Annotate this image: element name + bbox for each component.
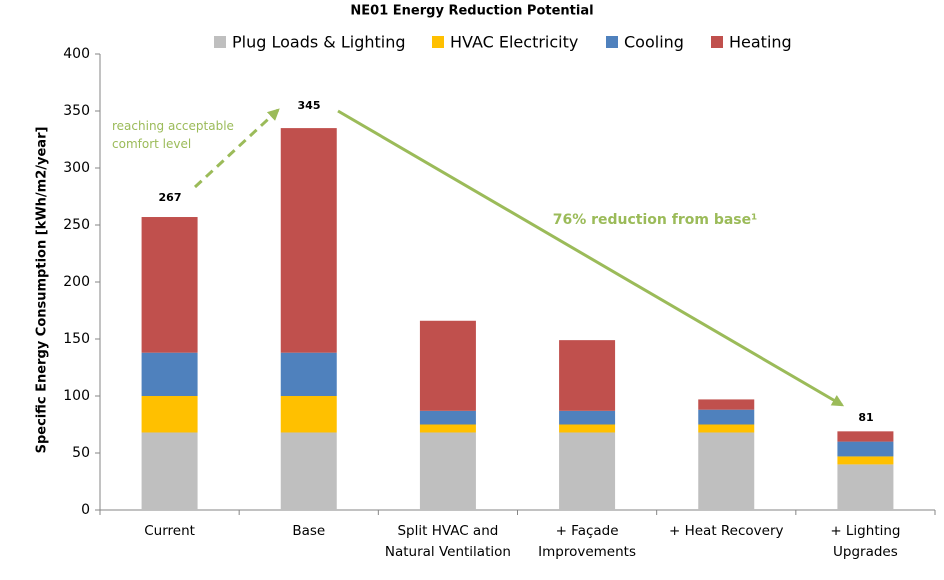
chart-title: NE01 Energy Reduction Potential bbox=[350, 4, 593, 19]
comfort-note-box: reaching acceptable comfort level bbox=[112, 119, 234, 151]
y-tick-label: 200 bbox=[63, 274, 90, 290]
x-tick-label: + Heat Recovery bbox=[668, 523, 784, 539]
y-tick-label: 0 bbox=[81, 502, 90, 518]
bar-segment bbox=[559, 410, 616, 425]
x-tick-label-box: + Façade Improvements bbox=[538, 523, 636, 560]
reduction-arrow bbox=[337, 109, 845, 407]
bar-segment bbox=[141, 432, 198, 510]
bar-segment bbox=[141, 217, 198, 353]
bar-segment bbox=[837, 456, 894, 465]
x-tick-label-box: + Heat Recovery bbox=[668, 523, 784, 539]
bar-segment bbox=[698, 399, 755, 410]
bar-segment bbox=[141, 396, 198, 433]
y-tick-label: 50 bbox=[72, 445, 90, 461]
bar-segment bbox=[280, 128, 337, 353]
x-tick-label: Base bbox=[292, 523, 326, 539]
comfort-note: reaching acceptable comfort level bbox=[112, 119, 234, 151]
bar-segment bbox=[837, 441, 894, 457]
bar-segment bbox=[698, 432, 755, 510]
total-label: 345 bbox=[298, 99, 321, 112]
legend-swatch bbox=[606, 36, 618, 48]
x-tick-label-box: Split HVAC and Natural Ventilation bbox=[384, 523, 511, 560]
y-axis-label: Specific Energy Consumption [kWh/m2/year… bbox=[35, 127, 50, 454]
x-tick-label-box: + Lighting Upgrades bbox=[830, 523, 901, 560]
x-tick-label: Current bbox=[144, 523, 195, 539]
bar-segment bbox=[698, 409, 755, 425]
bar-segment bbox=[280, 396, 337, 433]
bar-segment bbox=[419, 410, 476, 425]
legend-label: HVAC Electricity bbox=[450, 33, 578, 52]
dashed-arrow bbox=[193, 108, 280, 189]
x-tick-label-box: Current bbox=[144, 523, 195, 539]
y-tick-label: 400 bbox=[63, 46, 90, 62]
bar-segment bbox=[837, 464, 894, 510]
bar-segment bbox=[559, 424, 616, 433]
bar-segment bbox=[280, 432, 337, 510]
y-tick-label: 100 bbox=[63, 388, 90, 404]
x-tick-label: Split HVAC and Natural Ventilation bbox=[384, 523, 511, 560]
bar-segment bbox=[280, 352, 337, 396]
bar-segment bbox=[419, 320, 476, 411]
legend-label: Plug Loads & Lighting bbox=[232, 33, 406, 52]
reduction-note: 76% reduction from base¹ bbox=[552, 212, 758, 228]
x-tick-label-box: Base bbox=[292, 523, 326, 539]
reduction-note-box: 76% reduction from base¹ bbox=[552, 212, 758, 228]
bar-segment bbox=[559, 340, 616, 411]
legend-label: Cooling bbox=[624, 33, 684, 52]
bar-segment bbox=[141, 352, 198, 396]
total-label: 81 bbox=[858, 411, 873, 424]
y-tick-label: 250 bbox=[63, 217, 90, 233]
y-tick-label: 350 bbox=[63, 103, 90, 119]
bar-segment bbox=[837, 431, 894, 442]
x-tick-label: + Façade Improvements bbox=[538, 523, 636, 560]
y-tick-label: 150 bbox=[63, 331, 90, 347]
bar-segment bbox=[419, 432, 476, 510]
legend-swatch bbox=[214, 36, 226, 48]
legend-label: Heating bbox=[729, 33, 792, 52]
legend-swatch bbox=[711, 36, 723, 48]
bar-segment bbox=[559, 432, 616, 510]
legend-swatch bbox=[432, 36, 444, 48]
x-tick-label: + Lighting Upgrades bbox=[830, 523, 901, 560]
total-label: 267 bbox=[159, 191, 182, 204]
y-tick-label: 300 bbox=[63, 160, 90, 176]
bar-segment bbox=[698, 424, 755, 433]
bar-segment bbox=[419, 424, 476, 433]
